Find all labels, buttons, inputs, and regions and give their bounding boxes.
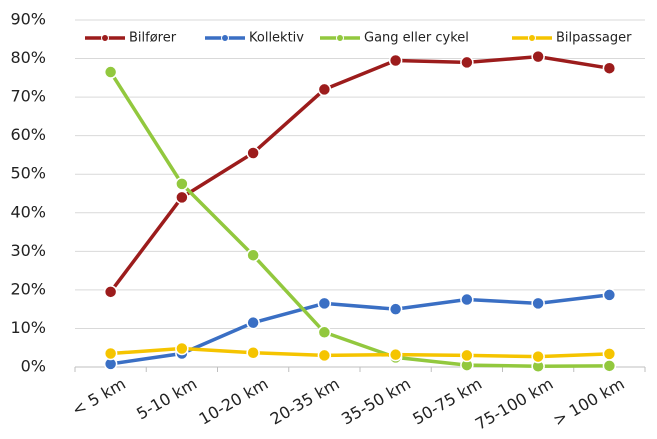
point — [103, 65, 118, 79]
x-tick-label: 10-20 km — [196, 374, 272, 429]
y-tick-label: 10% — [10, 318, 46, 337]
y-tick-label: 80% — [10, 48, 46, 67]
y-tick-label: 0% — [21, 357, 46, 376]
point — [317, 296, 332, 311]
point — [246, 315, 260, 330]
legend-marker — [528, 34, 536, 42]
y-tick-label: 90% — [10, 10, 46, 29]
point — [531, 296, 545, 311]
x-tick-label: 5-10 km — [133, 374, 200, 424]
y-tick-label: 30% — [10, 241, 46, 260]
legend-label: Bilfører — [129, 31, 177, 46]
y-tick-label: 40% — [10, 202, 46, 221]
point — [531, 49, 545, 64]
point — [317, 325, 332, 340]
y-tick-label: 20% — [10, 279, 46, 298]
point — [388, 347, 403, 362]
point — [175, 190, 189, 205]
y-tick-label: 60% — [10, 125, 46, 144]
x-tick-label: 75-100 km — [472, 374, 557, 434]
point — [175, 341, 189, 356]
point — [531, 349, 545, 364]
point — [246, 248, 260, 262]
x-tick-label: 35-50 km — [338, 374, 414, 429]
point — [246, 146, 260, 160]
point — [246, 345, 260, 360]
point — [103, 346, 118, 361]
line — [109, 54, 610, 293]
point — [460, 55, 474, 70]
legend-bg — [316, 29, 496, 47]
point — [388, 302, 403, 316]
point — [602, 359, 617, 373]
point — [460, 348, 474, 363]
y-tick-label: 70% — [10, 87, 46, 106]
legend-bg — [201, 29, 319, 47]
legend-marker — [336, 34, 344, 42]
point — [460, 292, 474, 307]
legend-marker — [221, 34, 229, 42]
x-tick-label: 20-35 km — [267, 374, 343, 429]
point — [317, 348, 332, 363]
point — [317, 82, 332, 97]
legend-label: Bilpassager — [556, 31, 632, 46]
point — [602, 347, 617, 361]
y-tick-label: 50% — [10, 164, 46, 183]
x-tick-label: < 5 km — [69, 374, 129, 420]
point — [103, 285, 118, 299]
legend-label: Gang eller cykel — [364, 31, 469, 46]
legend-label: Kollektiv — [249, 31, 304, 46]
line — [109, 71, 610, 368]
point — [388, 53, 403, 68]
line — [110, 346, 610, 359]
x-tick-label: > 100 km — [550, 374, 628, 430]
point — [175, 177, 189, 191]
legend-marker — [101, 34, 109, 42]
legend-bg — [81, 29, 199, 47]
legend-bg — [508, 29, 626, 47]
point — [602, 61, 617, 75]
point — [602, 288, 617, 302]
